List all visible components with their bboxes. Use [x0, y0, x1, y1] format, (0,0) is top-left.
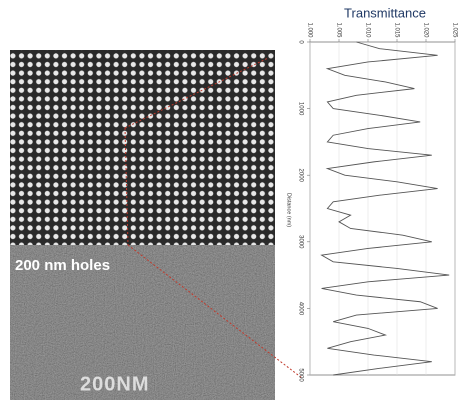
transmittance-line	[320, 41, 450, 376]
distance-tick-label: 4000	[297, 302, 303, 316]
distance-tick-label: 5000	[297, 368, 303, 382]
distance-tick-label: 1000	[297, 102, 303, 116]
transmittance-tick-label: 1.020	[422, 22, 428, 38]
axis-label: Distance (nm)	[286, 193, 292, 227]
holes-label: 200 nm holes	[15, 257, 110, 274]
micrograph	[10, 50, 275, 400]
transmittance-tick-label: 1.000	[306, 22, 312, 38]
distance-tick-label: 2000	[297, 169, 303, 183]
transmittance-tick-label: 1.025	[451, 22, 457, 38]
guide-lines	[124, 57, 303, 379]
transmittance-tick-label: 1.005	[335, 22, 341, 38]
scale-label: 200NM	[80, 373, 149, 395]
chart-title: Transmittance	[344, 5, 426, 20]
distance-tick-label: 3000	[297, 235, 303, 249]
transmittance-tick-label: 1.015	[393, 22, 399, 38]
distance-tick-label: 0	[297, 40, 303, 44]
transmittance-tick-label: 1.010	[364, 22, 370, 38]
